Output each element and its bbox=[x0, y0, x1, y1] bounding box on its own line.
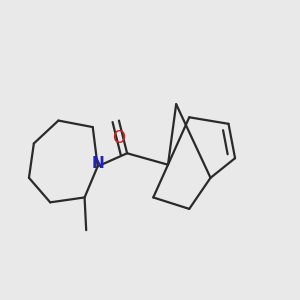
Text: N: N bbox=[92, 156, 105, 171]
Text: O: O bbox=[112, 129, 125, 147]
